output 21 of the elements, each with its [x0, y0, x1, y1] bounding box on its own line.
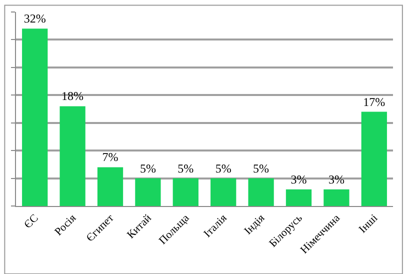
bar — [324, 189, 350, 206]
bar — [210, 178, 236, 206]
bar — [172, 178, 198, 206]
data-label: 5% — [140, 161, 156, 176]
bar — [97, 167, 124, 206]
x-tick-label: ЄС — [22, 212, 41, 232]
bar — [248, 178, 274, 206]
bar — [22, 28, 48, 206]
bar — [361, 112, 387, 206]
data-label: 5% — [253, 161, 270, 176]
data-label: 3% — [290, 172, 307, 186]
data-label: 5% — [178, 161, 194, 176]
bar — [286, 189, 312, 206]
data-label: 17% — [363, 94, 386, 109]
data-label: 3% — [328, 172, 344, 186]
data-label: 7% — [102, 150, 118, 164]
data-label: 18% — [62, 89, 84, 104]
data-label: 5% — [215, 161, 232, 176]
bar — [135, 178, 161, 206]
data-label: 32% — [24, 12, 46, 26]
bar — [60, 106, 86, 206]
